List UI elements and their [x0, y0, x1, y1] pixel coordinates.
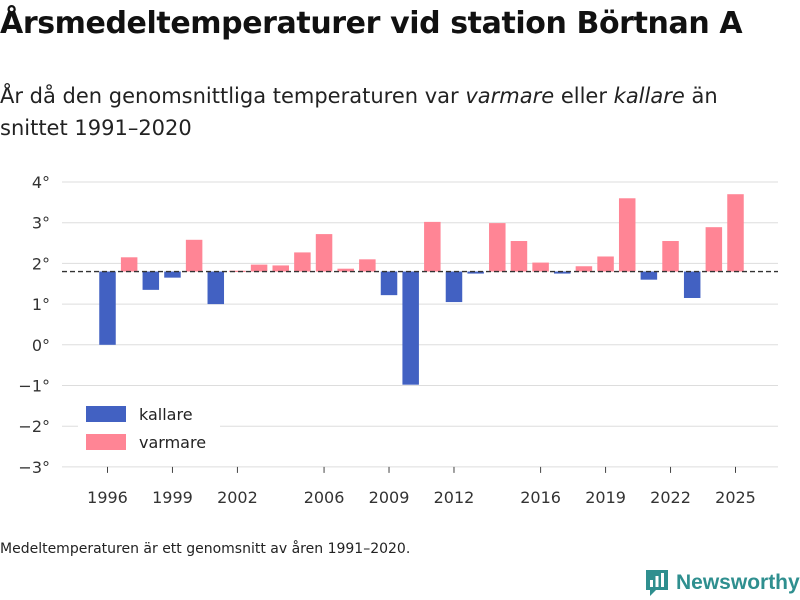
y-tick-label: 2° — [32, 254, 50, 273]
bar-colder — [380, 271, 398, 296]
bar-warmer — [359, 259, 376, 272]
x-tick-label: 2006 — [304, 488, 345, 507]
chart-legend: kallare varmare — [78, 401, 220, 459]
brand-name: Newsworthy — [676, 571, 800, 594]
bar-warmer — [510, 241, 528, 272]
temperature-bar-chart: 4° 3° 2° 1° 0° −1° −2° −3° 1996 1999 2002 2006 2009 2… — [18, 173, 778, 507]
bar-warmer — [337, 268, 354, 272]
x-tick-label: 1999 — [152, 488, 193, 507]
legend-label: varmare — [139, 433, 206, 452]
bar-warmer — [185, 239, 203, 272]
y-tick-label: 3° — [32, 214, 50, 233]
bar-warmer — [250, 264, 268, 272]
y-tick-label: 1° — [32, 295, 50, 314]
chart-title: Årsmedeltemperaturer vid station Börtnan… — [0, 6, 743, 41]
bar-warmer — [229, 270, 246, 272]
bar-colder — [402, 271, 419, 385]
subtitle-part-3: än snittet 1991–2020 — [0, 84, 718, 140]
y-tick-label: −3° — [18, 458, 50, 477]
bar-colder — [640, 271, 658, 280]
bar-warmer — [294, 252, 311, 272]
bar-warmer — [272, 265, 289, 272]
subtitle-part-2: eller — [554, 84, 614, 108]
y-tick-label: −2° — [18, 417, 50, 436]
y-tick-label: −1° — [18, 377, 50, 396]
bar-warmer — [618, 198, 636, 272]
legend-swatch — [86, 406, 126, 422]
x-tick-label: 2012 — [434, 488, 475, 507]
y-tick-label: 0° — [32, 336, 50, 355]
bar-colder — [142, 271, 160, 290]
legend-label: kallare — [139, 405, 193, 424]
x-tick-label: 2022 — [650, 488, 691, 507]
bar-colder — [467, 271, 484, 274]
bar-warmer — [120, 257, 138, 272]
x-tick-label: 2025 — [715, 488, 756, 507]
newsworthy-brand[interactable]: Newsworthy — [644, 568, 800, 598]
x-tick-label: 1996 — [87, 488, 128, 507]
newsworthy-logo-icon — [646, 570, 668, 596]
subtitle-part-1: År då den genomsnittliga temperaturen va… — [0, 84, 466, 108]
bar-warmer — [727, 194, 744, 272]
chart-footnote: Medeltemperaturen är ett genomsnitt av å… — [0, 541, 411, 557]
bar-warmer — [705, 227, 723, 272]
bar-colder — [683, 271, 701, 298]
x-tick-label: 2019 — [585, 488, 626, 507]
y-tick-label: 4° — [32, 173, 50, 192]
x-tick-label: 2016 — [520, 488, 561, 507]
bar-warmer — [489, 223, 506, 272]
x-tick-label: 2002 — [217, 488, 258, 507]
subtitle-warm-word: varmare — [465, 84, 555, 108]
bar-warmer — [424, 221, 441, 272]
x-tick-label: 2009 — [369, 488, 410, 507]
bar-warmer — [532, 262, 549, 272]
subtitle-cold-word: kallare — [613, 84, 685, 108]
bar-warmer — [662, 241, 679, 272]
bar-warmer — [597, 256, 614, 272]
bar-warmer — [315, 234, 333, 272]
bar-colder — [554, 271, 571, 274]
bar-colder — [164, 271, 181, 278]
bar-colder — [99, 271, 116, 345]
legend-swatch — [86, 434, 126, 450]
bar-warmer — [575, 266, 593, 272]
chart-subtitle: År då den genomsnittliga temperaturen va… — [0, 80, 790, 144]
bar-colder — [207, 271, 225, 305]
bar-colder — [445, 271, 463, 303]
